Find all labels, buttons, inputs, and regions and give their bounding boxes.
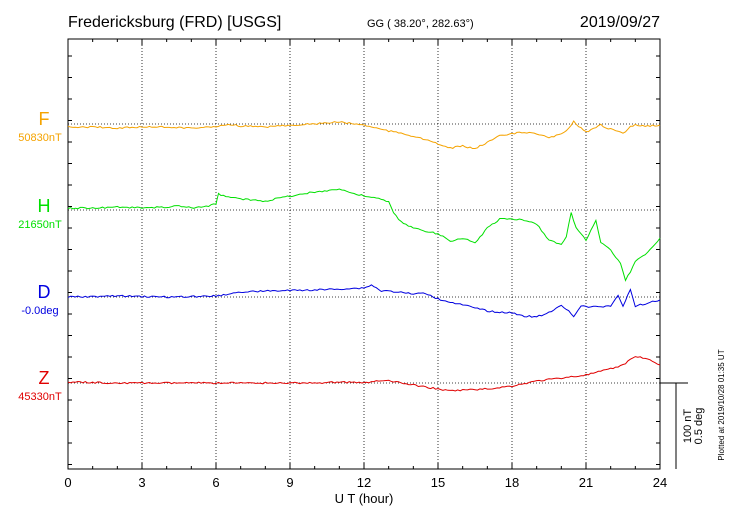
series-baseline-d: -0.0deg xyxy=(21,305,58,317)
x-tick-label: 21 xyxy=(579,475,593,490)
series-labels: F 50830nT H 21650nT D -0.0deg Z 45330nT xyxy=(18,109,62,403)
x-tick-label: 6 xyxy=(212,475,219,490)
series-trace-d xyxy=(67,284,661,318)
x-tick-label: 15 xyxy=(431,475,445,490)
series-name-f: F xyxy=(39,109,50,129)
series-trace-z xyxy=(67,356,661,392)
series-name-h: H xyxy=(38,196,51,216)
series-name-d: D xyxy=(38,282,51,302)
x-tick-label: 18 xyxy=(505,475,519,490)
x-tick-label: 9 xyxy=(286,475,293,490)
x-axis-label: U T (hour) xyxy=(335,491,394,506)
data-traces xyxy=(67,120,661,392)
plotted-timestamp: Plotted at 2019/10/28 01:35 UT xyxy=(717,349,726,460)
coordinates-label: GG ( 38.20°, 282.63°) xyxy=(367,18,474,30)
scale-bar-nt-label: 100 nT xyxy=(682,409,694,444)
vertical-gridlines xyxy=(141,39,587,469)
series-name-z: Z xyxy=(39,368,50,388)
date-label: 2019/09/27 xyxy=(580,14,660,31)
x-tick-label: 12 xyxy=(357,475,371,490)
station-title: Fredericksburg (FRD) [USGS] xyxy=(68,14,281,31)
plot-frame xyxy=(67,38,661,470)
scale-bar: 100 nT 0.5 deg xyxy=(660,382,705,469)
x-tick-label: 0 xyxy=(64,475,71,490)
series-baseline-f: 50830nT xyxy=(18,132,62,144)
scale-bar-deg-label: 0.5 deg xyxy=(693,408,705,445)
series-trace-h xyxy=(67,188,661,282)
axis-ticks: 0 3 6 9 12 15 18 21 24 xyxy=(64,39,667,490)
x-tick-label: 24 xyxy=(653,475,667,490)
x-tick-label: 3 xyxy=(138,475,145,490)
series-trace-f xyxy=(67,120,661,149)
series-baseline-z: 45330nT xyxy=(18,391,62,403)
series-baseline-h: 21650nT xyxy=(18,219,62,231)
